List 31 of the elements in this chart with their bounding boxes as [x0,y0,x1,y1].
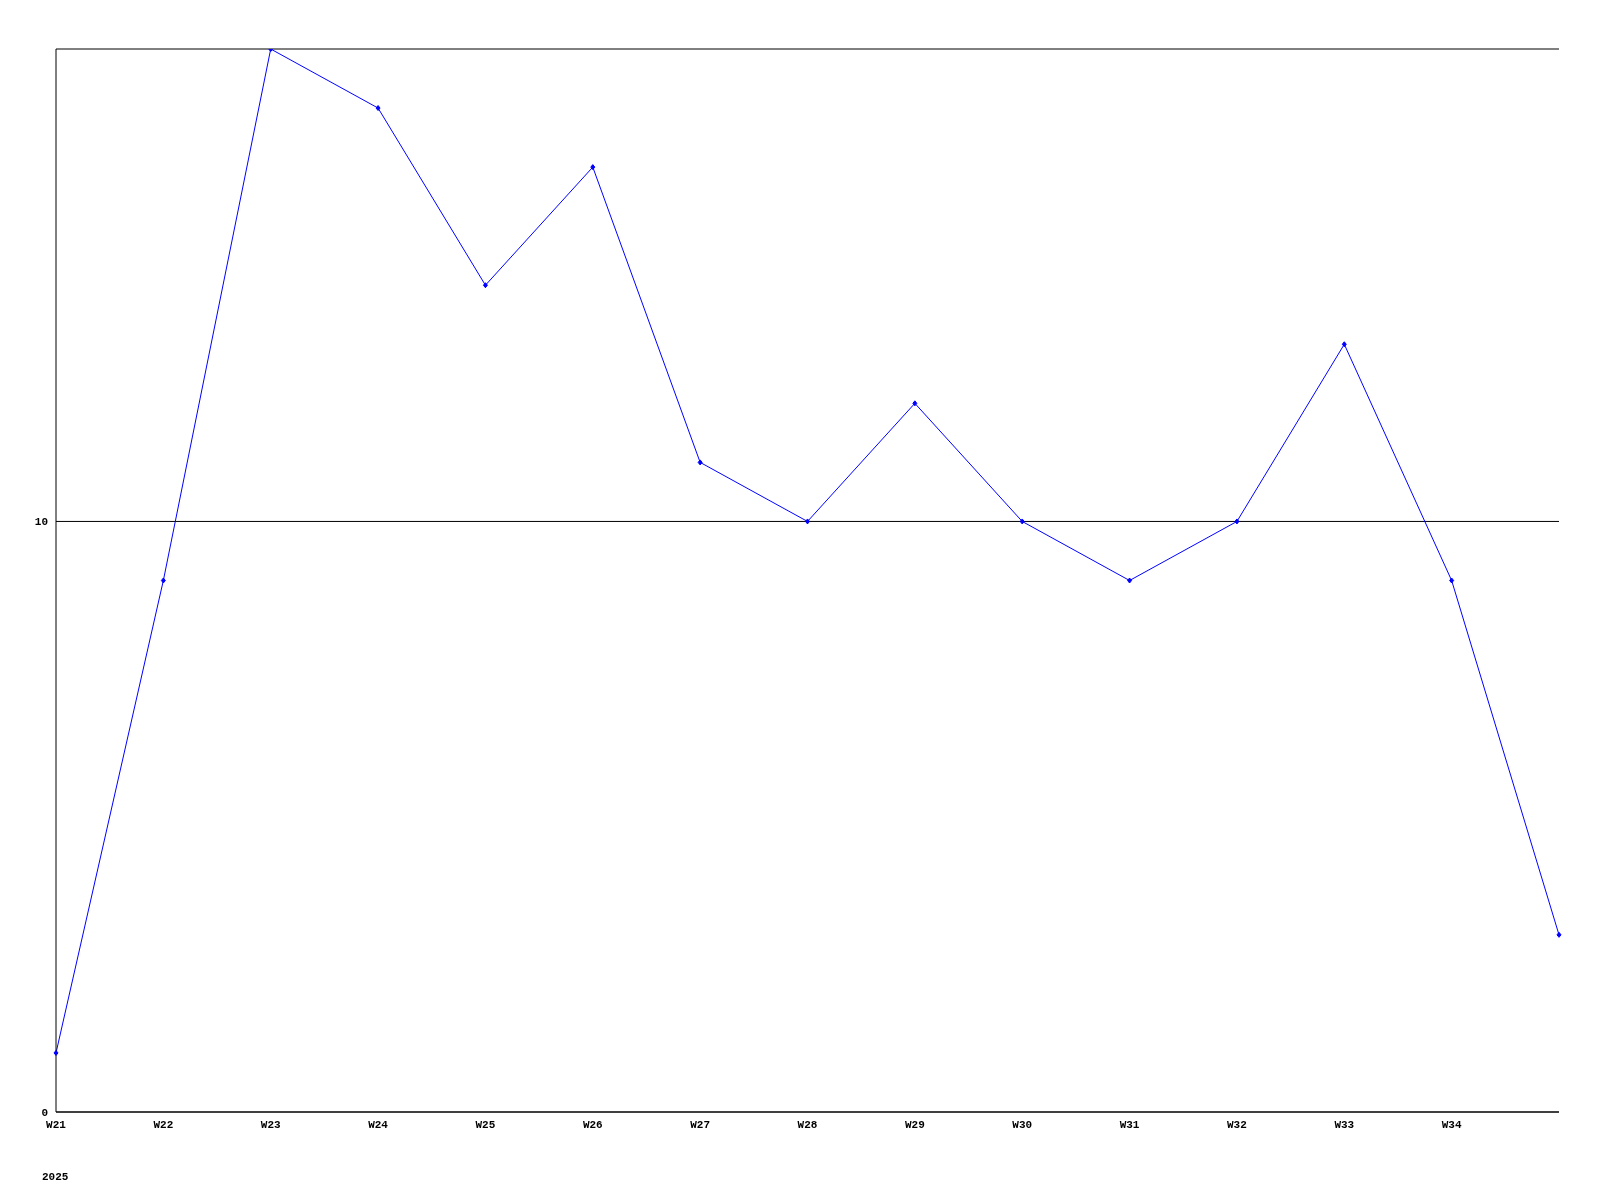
x-tick-label: W31 [1119,1118,1140,1131]
x-tick-label: W26 [582,1118,603,1131]
text: 2025 [42,1171,69,1183]
point [1556,931,1562,938]
point [805,518,810,525]
x-tick-label: W25 [475,1118,496,1131]
x-tick-label: W34 [1441,1118,1462,1131]
x-tick-label: W27 [690,1118,711,1131]
point [590,164,596,171]
x-tick-label: W29 [904,1118,925,1131]
x-tick-label: W23 [260,1118,282,1131]
y-tick-label: 0 [41,1106,48,1119]
x-tick-label: W22 [153,1118,174,1131]
point [53,1049,59,1056]
point [482,282,488,289]
x-tick-label: W28 [797,1118,818,1131]
point [697,459,703,466]
x-tick-label: W30 [1012,1118,1033,1131]
point [1449,577,1455,584]
point [375,105,381,112]
point [912,400,918,407]
point [160,577,166,584]
point [1019,518,1025,525]
point [1234,518,1240,525]
x-tick-label: W24 [368,1118,389,1131]
x-tick-label: W21 [46,1118,67,1131]
y-tick-label: 10 [34,516,48,529]
point [1127,577,1133,584]
x-tick-label: W33 [1334,1118,1355,1131]
point [1341,341,1347,348]
x-tick-label: W32 [1227,1118,1247,1131]
